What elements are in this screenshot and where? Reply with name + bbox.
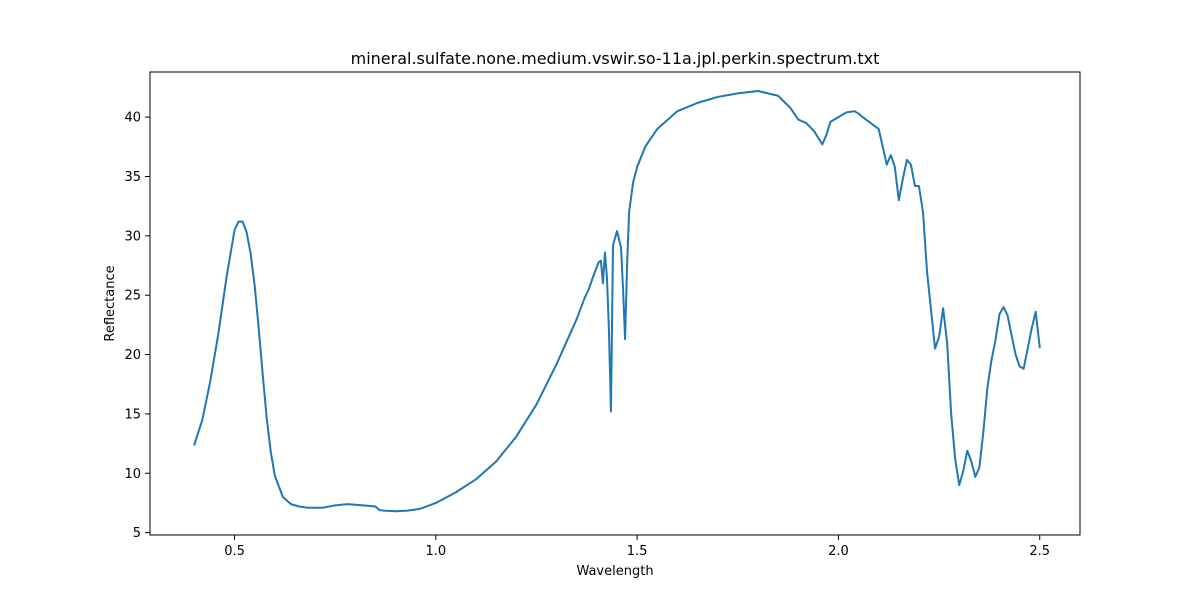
x-tick-label: 1.0 xyxy=(426,544,447,559)
x-axis-label: Wavelength xyxy=(576,564,653,579)
axes-frame xyxy=(149,71,1081,536)
x-tick-label: 2.5 xyxy=(1029,544,1050,559)
y-tick-label: 25 xyxy=(124,289,141,304)
y-tick-label: 15 xyxy=(124,407,141,422)
y-tick-label: 40 xyxy=(124,111,141,126)
y-tick-label: 30 xyxy=(124,229,141,244)
x-tick-label: 0.5 xyxy=(224,544,245,559)
y-tick-label: 10 xyxy=(124,467,141,482)
y-tick-label: 35 xyxy=(124,170,141,185)
spectrum-line-series-0 xyxy=(193,89,1041,513)
x-tick-label: 1.5 xyxy=(627,544,648,559)
x-tick-label: 2.0 xyxy=(828,544,849,559)
y-tick-label: 20 xyxy=(124,348,141,363)
y-axis-label: Reflectance xyxy=(103,265,118,341)
chart-title: mineral.sulfate.none.medium.vswir.so-11a… xyxy=(351,49,880,68)
y-tick-label: 5 xyxy=(133,526,141,541)
